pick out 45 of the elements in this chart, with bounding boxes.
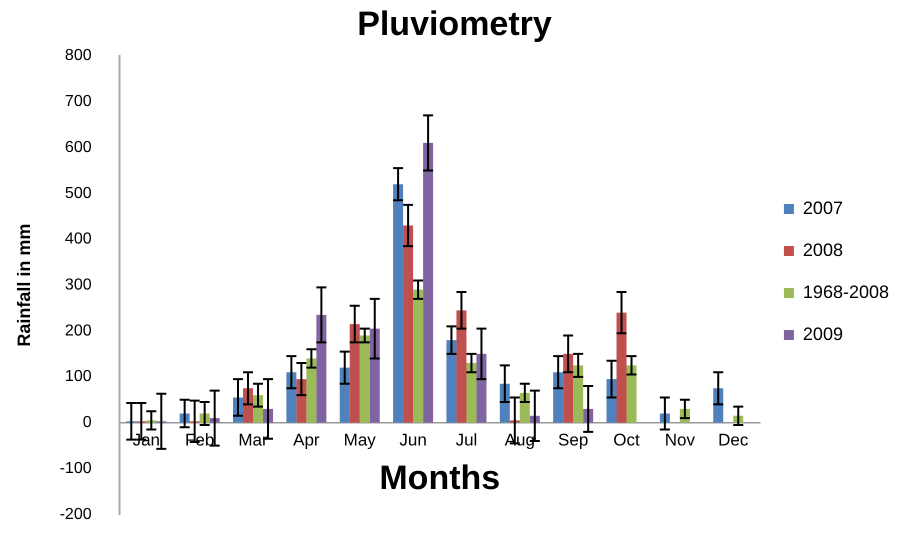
bar bbox=[340, 368, 350, 423]
x-axis-title: Months bbox=[379, 458, 500, 497]
bar bbox=[423, 142, 434, 423]
bar bbox=[456, 310, 466, 423]
legend-label: 1968-2008 bbox=[802, 282, 890, 302]
y-tick-label: -100 bbox=[60, 460, 92, 477]
legend-label: 2009 bbox=[802, 324, 843, 344]
x-tick-label: Apr bbox=[293, 430, 320, 450]
chart-title: Pluviometry bbox=[357, 4, 552, 43]
bar bbox=[466, 363, 476, 423]
bar bbox=[563, 354, 574, 423]
y-tick-label: 700 bbox=[64, 93, 92, 110]
y-tick-label: 200 bbox=[64, 322, 92, 340]
bar bbox=[316, 314, 326, 423]
bar bbox=[403, 225, 414, 423]
bar bbox=[393, 184, 404, 423]
bar bbox=[350, 324, 360, 423]
y-tick-label: 800 bbox=[64, 47, 92, 64]
y-tick-label: 300 bbox=[64, 276, 92, 294]
y-tick-label: 100 bbox=[64, 368, 92, 386]
bar bbox=[413, 290, 424, 423]
x-tick-label: May bbox=[344, 430, 376, 450]
bar bbox=[616, 312, 627, 423]
x-tick-label: Jan bbox=[132, 430, 160, 450]
y-axis-title: Rainfall in mm bbox=[14, 224, 34, 347]
y-tick-label: 500 bbox=[64, 184, 92, 202]
x-tick-label: Jun bbox=[399, 430, 427, 450]
x-tick-label: Oct bbox=[613, 430, 640, 450]
bar bbox=[446, 340, 456, 423]
y-tick-label: -200 bbox=[60, 506, 92, 523]
y-tick-label: 0 bbox=[82, 414, 92, 432]
bar bbox=[306, 358, 316, 423]
x-tick-label: Nov bbox=[664, 430, 696, 450]
x-tick-label: Jul bbox=[456, 430, 478, 450]
bar bbox=[573, 365, 584, 423]
y-tick-label: 600 bbox=[64, 138, 92, 156]
legend-label: 2007 bbox=[802, 198, 843, 218]
y-tick-label: 400 bbox=[64, 230, 92, 248]
x-tick-label: Sep bbox=[558, 430, 588, 450]
bar bbox=[360, 336, 370, 423]
x-tick-label: Dec bbox=[718, 430, 749, 450]
bar bbox=[626, 365, 637, 423]
x-tick-label: Mar bbox=[238, 430, 268, 450]
bar bbox=[370, 328, 380, 423]
legend-label: 2008 bbox=[802, 240, 843, 260]
